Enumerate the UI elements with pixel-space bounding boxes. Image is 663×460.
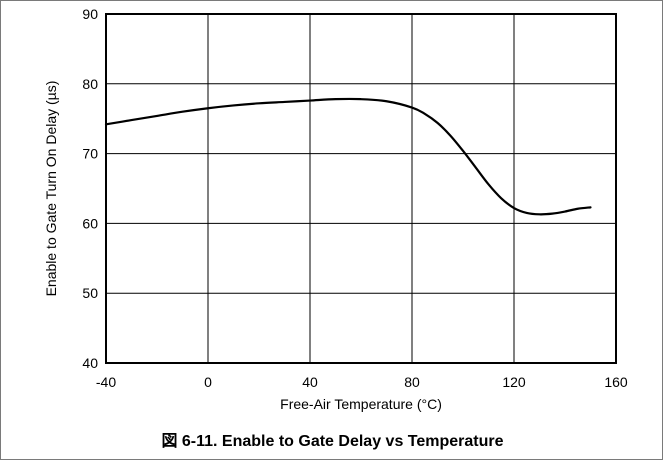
x-axis-title: Free-Air Temperature (°C) (280, 396, 442, 412)
y-tick-label: 50 (82, 285, 98, 301)
x-tick-label: 80 (404, 374, 420, 390)
tick-labels: -40 0 40 80 120 160 40 50 60 70 80 90 (82, 6, 627, 390)
x-tick-label: -40 (96, 374, 116, 390)
y-tick-label: 40 (82, 355, 98, 371)
y-tick-label: 90 (82, 6, 98, 22)
figure-caption: 図 6-11. Enable to Gate Delay vs Temperat… (161, 433, 504, 450)
chart: -40 0 40 80 120 160 40 50 60 70 80 90 Free-Air Temp… (43, 6, 628, 412)
x-tick-label: 0 (204, 374, 212, 390)
y-tick-label: 70 (82, 146, 98, 162)
grid (106, 14, 616, 363)
y-tick-label: 60 (82, 215, 98, 231)
x-tick-label: 160 (604, 374, 628, 390)
y-tick-label: 80 (82, 76, 98, 92)
series-line (104, 97, 592, 216)
plot-area-border (105, 13, 617, 364)
x-tick-label: 120 (502, 374, 526, 390)
y-axis-title: Enable to Gate Turn On Delay (µs) (43, 81, 59, 297)
x-tick-label: 40 (302, 374, 318, 390)
